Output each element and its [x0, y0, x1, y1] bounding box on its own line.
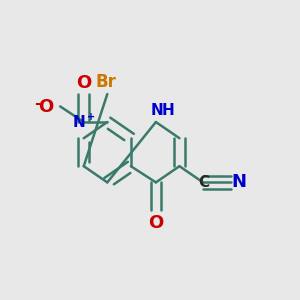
Text: -: -	[34, 96, 40, 111]
Text: Br: Br	[95, 73, 116, 91]
Text: N: N	[151, 103, 164, 118]
Text: O: O	[148, 214, 164, 232]
Text: N: N	[73, 115, 85, 130]
Text: O: O	[76, 74, 92, 92]
Text: C: C	[198, 175, 209, 190]
Text: H: H	[161, 103, 174, 118]
Text: O: O	[38, 98, 54, 116]
Text: +: +	[87, 112, 95, 122]
Text: N: N	[232, 173, 247, 191]
